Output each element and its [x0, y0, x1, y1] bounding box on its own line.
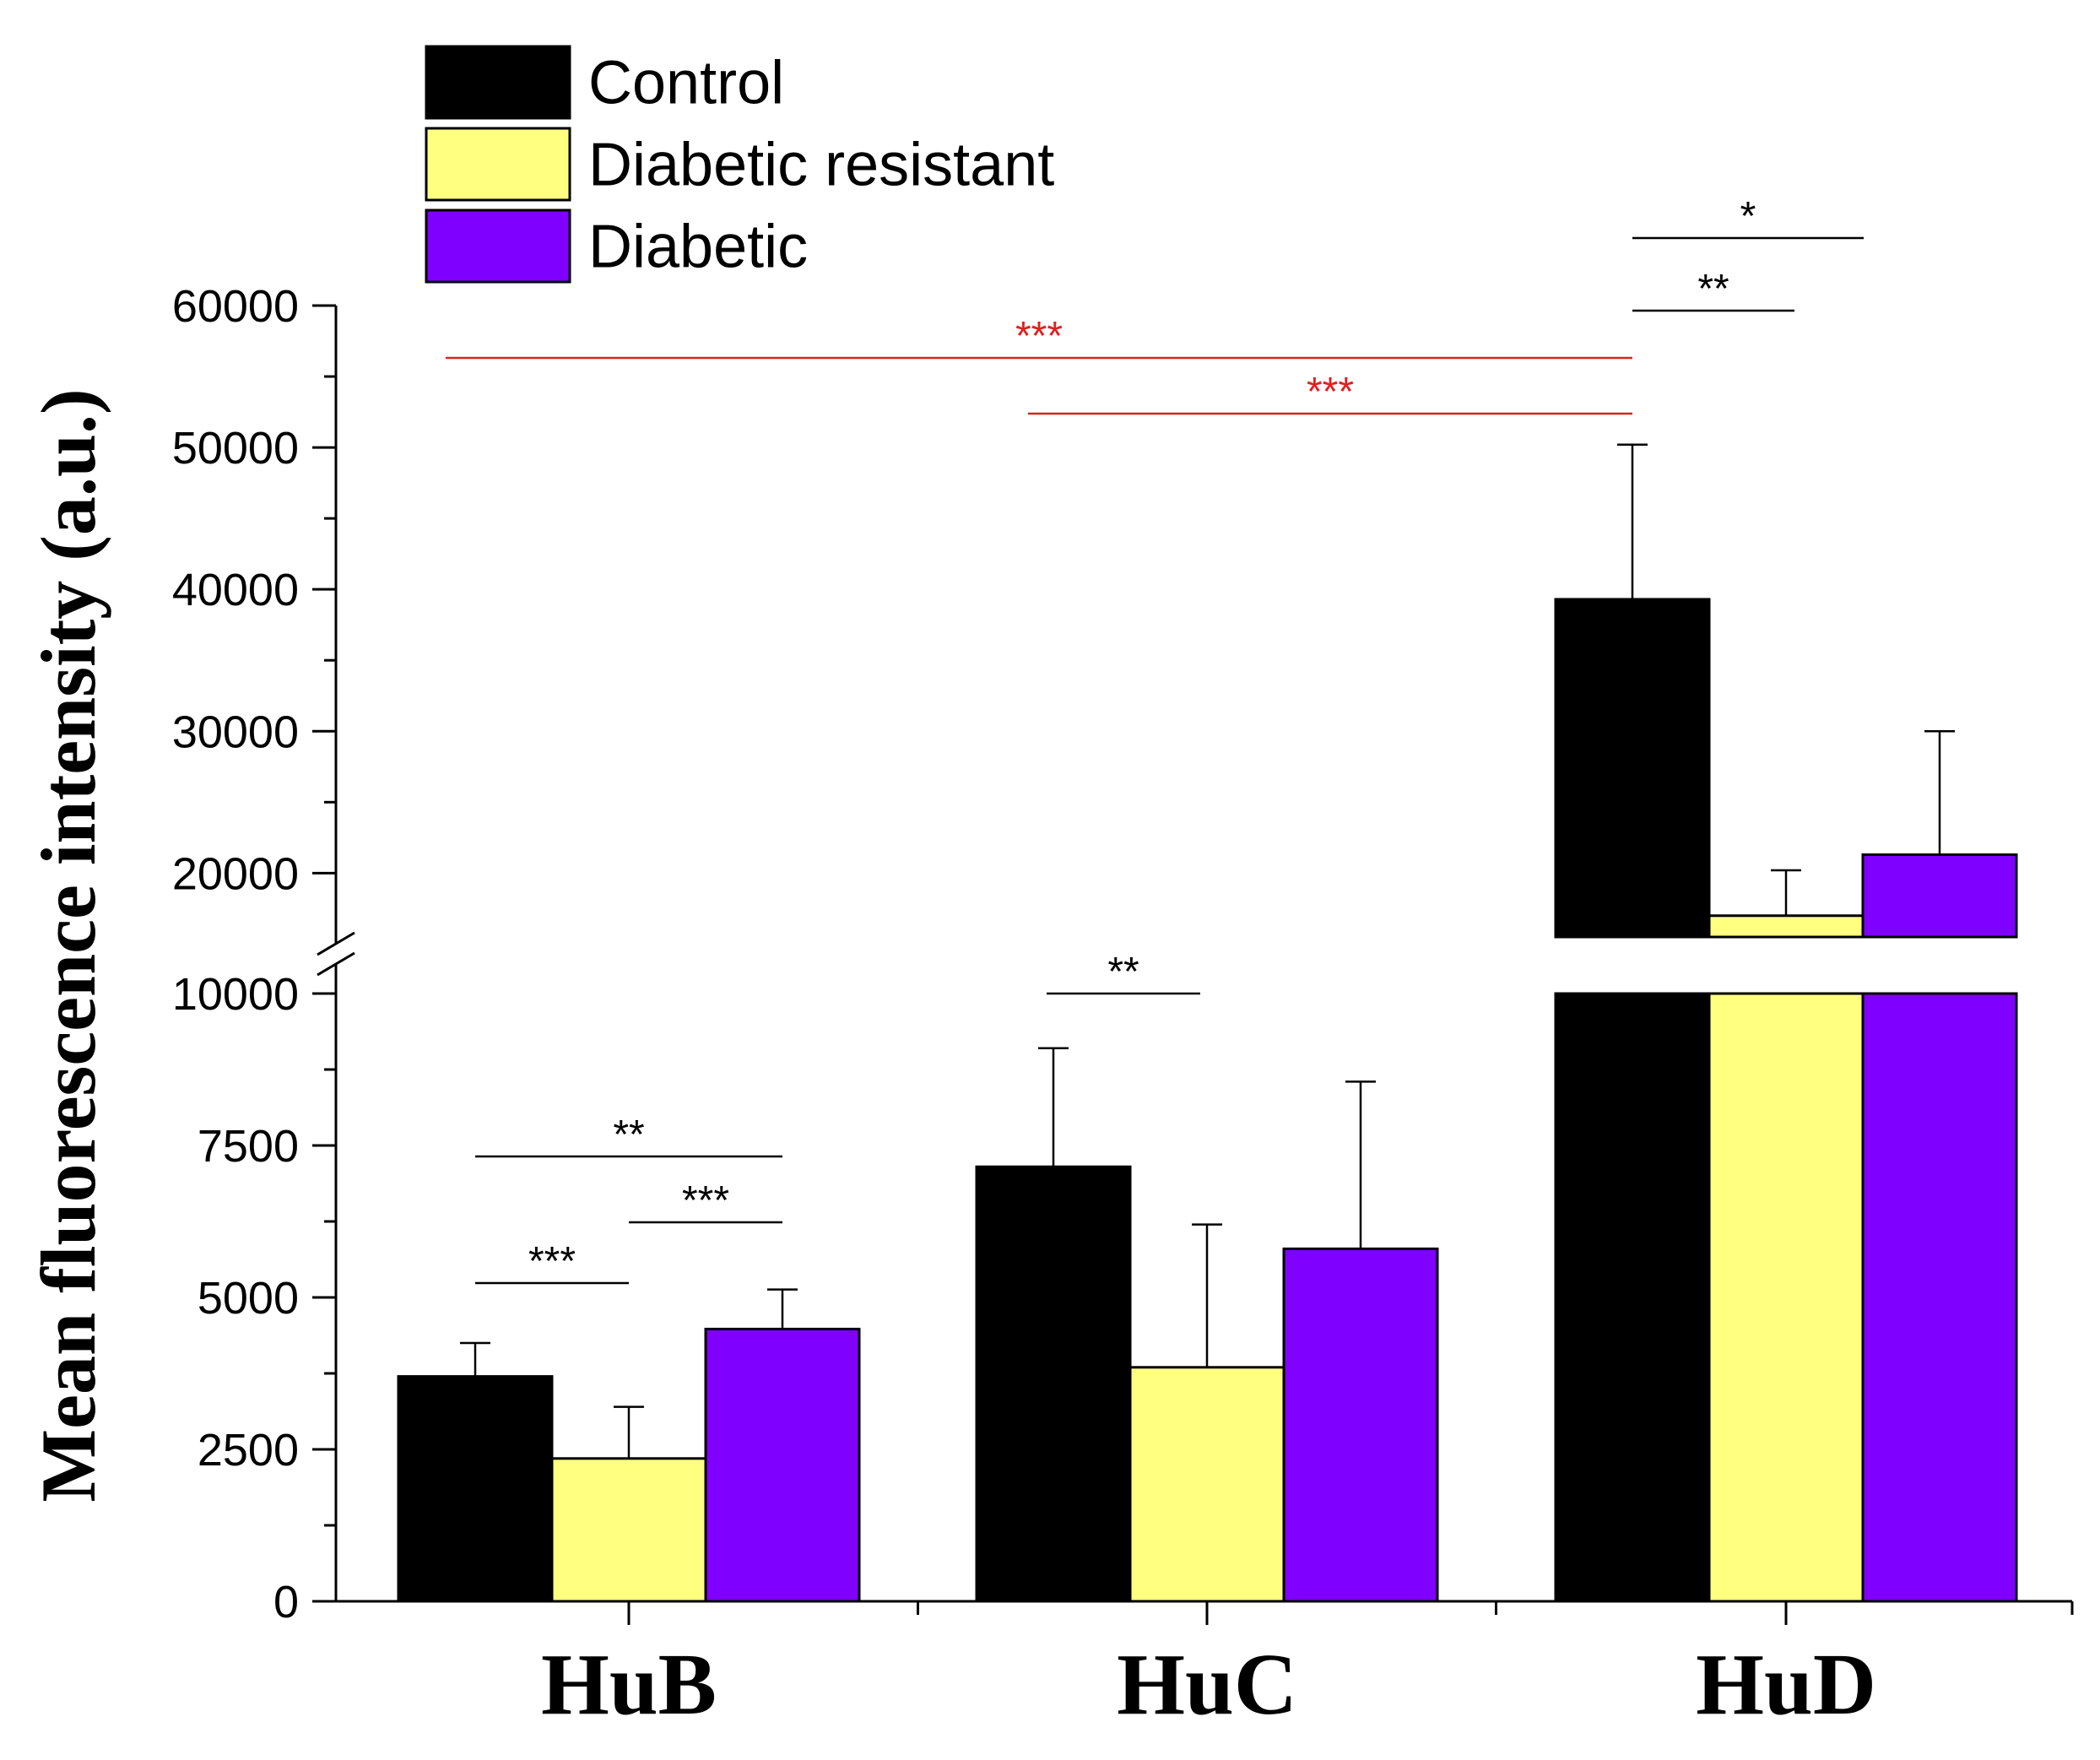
significance-label: **: [1107, 950, 1139, 994]
x-tick-label: HuC: [1117, 1636, 1297, 1733]
bar: [397, 1375, 554, 1603]
bar: [1554, 598, 1711, 939]
significance-label: *: [1740, 194, 1756, 239]
significance-label: ***: [1307, 370, 1354, 414]
legend-swatch: [425, 127, 571, 202]
y-tick-label: 5000: [198, 1273, 299, 1324]
significance-label: ***: [682, 1178, 729, 1223]
bar-lower-part: [1554, 992, 1711, 1603]
y-tick-label: 30000: [172, 707, 299, 757]
legend-swatch: [425, 208, 571, 284]
bar: [1861, 853, 2018, 939]
bar: [1128, 1366, 1285, 1603]
bar: [1282, 1247, 1439, 1603]
y-tick-label: 0: [273, 1577, 299, 1627]
y-tick-label: 60000: [172, 281, 299, 332]
legend: Control Diabetic resistant Diabetic: [425, 45, 1054, 284]
y-tick-label: 40000: [172, 565, 299, 615]
y-tick-label: 20000: [172, 848, 299, 899]
significance-label: **: [1697, 267, 1729, 311]
y-tick-label: 10000: [172, 969, 299, 1020]
y-axis-label: Mean fluorescence intensity (a.u.): [25, 388, 111, 1502]
y-tick-label: 2500: [198, 1425, 299, 1476]
bar-lower-part: [1861, 992, 2018, 1603]
bar-lower-part: [1708, 992, 1865, 1603]
bar: [975, 1165, 1132, 1603]
x-tick-label: HuD: [1696, 1636, 1876, 1733]
legend-swatch: [425, 45, 571, 120]
plot-area: HuB HuC HuD 0 2500 5000 7500 10000 20000 30000 400…: [172, 194, 2074, 1733]
legend-label: Diabetic: [588, 214, 808, 281]
axis-break-mark: [317, 951, 355, 977]
x-tick-label: HuB: [541, 1636, 717, 1733]
bar: [550, 1457, 707, 1603]
significance-label: **: [613, 1113, 644, 1157]
significance-label: ***: [1015, 314, 1063, 359]
axis-break-gap: [338, 940, 2074, 968]
bar: [704, 1327, 861, 1603]
y-tick-label: 50000: [172, 423, 299, 474]
axis-break-mark: [317, 931, 355, 956]
legend-label: Control: [588, 50, 784, 117]
significance-label: ***: [528, 1239, 576, 1284]
bar: [1708, 914, 1865, 939]
y-tick-label: 7500: [198, 1121, 299, 1172]
legend-label: Diabetic resistant: [588, 132, 1054, 199]
